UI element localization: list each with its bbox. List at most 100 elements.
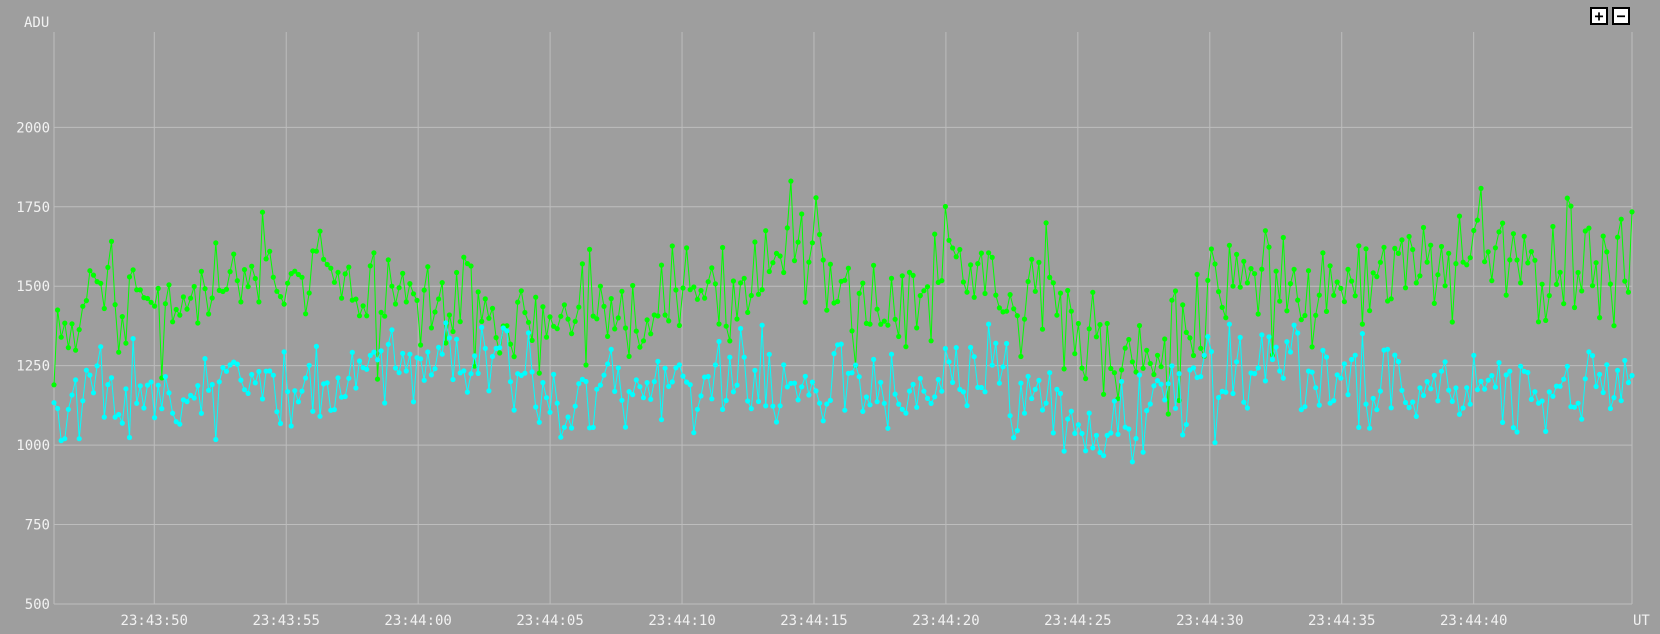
x-tick-label: 23:43:50 (121, 613, 188, 629)
data-point (468, 371, 474, 377)
data-point (910, 381, 916, 387)
data-point (838, 341, 844, 347)
data-point (766, 351, 772, 357)
y-tick-label: 500 (25, 597, 50, 613)
data-point (1503, 292, 1509, 298)
data-point (1402, 285, 1409, 291)
data-point (723, 323, 729, 329)
data-point (906, 269, 913, 275)
data-point (781, 269, 787, 276)
zoom-in-button[interactable]: + (1590, 7, 1608, 25)
data-point (637, 344, 643, 350)
data-point (1244, 280, 1250, 286)
data-point (1525, 369, 1531, 376)
data-point (1072, 430, 1078, 436)
data-point (547, 409, 553, 415)
data-point (1180, 302, 1186, 308)
data-point (1600, 233, 1606, 239)
data-point (684, 245, 690, 251)
data-point (899, 406, 905, 412)
data-point (123, 386, 129, 392)
data-point (1305, 268, 1312, 274)
data-point (324, 261, 330, 268)
data-point (820, 257, 826, 263)
data-point (957, 246, 963, 253)
data-point (1183, 329, 1189, 335)
data-point (1460, 259, 1466, 265)
data-point (1295, 297, 1301, 303)
data-point (83, 367, 89, 373)
data-point (522, 309, 528, 316)
data-point (734, 316, 740, 322)
data-point (191, 283, 197, 290)
data-point (1165, 411, 1171, 417)
data-point (457, 319, 463, 325)
data-point (443, 320, 449, 326)
data-point (1338, 285, 1344, 291)
data-point (1234, 251, 1240, 257)
data-point (1068, 308, 1074, 314)
data-point (504, 328, 510, 334)
data-point (292, 388, 298, 394)
data-point (259, 396, 266, 402)
data-point (1201, 352, 1207, 358)
data-point (353, 385, 359, 391)
data-point (871, 356, 877, 362)
data-point (1144, 347, 1150, 353)
data-point (1582, 228, 1588, 234)
data-point (845, 265, 852, 271)
data-point (364, 313, 370, 319)
data-point (942, 345, 949, 352)
data-point (569, 331, 575, 337)
data-point (687, 382, 693, 388)
data-point (989, 254, 995, 260)
data-point (1295, 330, 1301, 336)
data-point (691, 284, 697, 290)
data-point (583, 378, 589, 385)
data-point (1039, 407, 1046, 413)
data-point (396, 370, 402, 376)
data-point (1014, 313, 1020, 319)
data-point (1586, 349, 1592, 355)
data-point (1133, 435, 1139, 442)
data-point (781, 362, 787, 368)
data-point (1234, 359, 1240, 365)
data-point (622, 325, 629, 331)
x-tick-label: 23:44:20 (912, 613, 979, 629)
data-point (1356, 424, 1362, 430)
data-point (1510, 425, 1516, 431)
data-point (1600, 389, 1606, 396)
data-point (662, 365, 668, 371)
data-point (1338, 375, 1344, 381)
data-point (1108, 365, 1114, 372)
data-point (1072, 351, 1078, 357)
data-point (58, 334, 64, 340)
data-point (770, 403, 776, 409)
data-point (914, 325, 920, 331)
series-1 (51, 320, 1635, 465)
data-point (619, 397, 625, 403)
data-point (748, 292, 754, 299)
data-point (1345, 266, 1351, 272)
data-point (658, 417, 665, 423)
data-point (421, 377, 427, 383)
data-point (1309, 344, 1315, 350)
data-point (69, 392, 75, 398)
zoom-out-button[interactable]: − (1612, 7, 1630, 25)
data-point (428, 325, 434, 331)
data-point (126, 434, 133, 441)
data-point (1395, 250, 1401, 256)
data-point (382, 313, 388, 319)
data-point (166, 282, 172, 288)
data-point (615, 365, 621, 371)
data-point (497, 350, 503, 356)
data-point (267, 368, 273, 374)
data-point (906, 388, 913, 394)
data-point (188, 295, 194, 301)
data-point (472, 363, 478, 369)
data-point (148, 299, 154, 305)
data-point (1018, 353, 1024, 360)
data-point (939, 388, 945, 394)
data-point (1435, 398, 1441, 404)
data-point (493, 335, 499, 341)
